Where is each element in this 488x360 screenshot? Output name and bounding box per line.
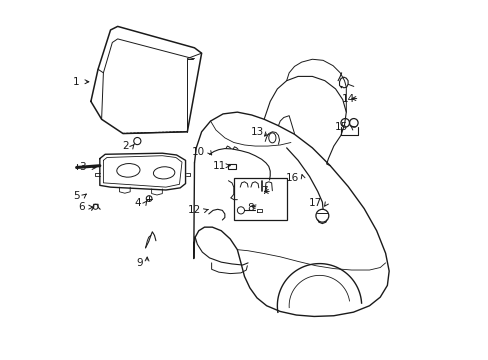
Text: 1: 1 xyxy=(73,77,80,87)
Text: 16: 16 xyxy=(285,173,298,183)
Text: 15: 15 xyxy=(334,122,347,132)
Text: 8: 8 xyxy=(247,203,254,212)
Bar xyxy=(228,164,235,168)
Bar xyxy=(233,178,287,220)
Text: 13: 13 xyxy=(250,127,264,137)
Text: 11: 11 xyxy=(212,161,225,171)
Text: 17: 17 xyxy=(308,198,322,208)
Text: 7: 7 xyxy=(261,186,267,197)
Text: 2: 2 xyxy=(122,141,128,151)
Text: 4: 4 xyxy=(134,198,141,208)
Text: 10: 10 xyxy=(192,147,205,157)
Text: 14: 14 xyxy=(341,94,354,104)
Text: 9: 9 xyxy=(136,258,142,268)
Text: 12: 12 xyxy=(187,205,201,215)
Text: 6: 6 xyxy=(78,202,84,212)
Text: 5: 5 xyxy=(73,191,80,201)
Text: 3: 3 xyxy=(79,162,85,172)
